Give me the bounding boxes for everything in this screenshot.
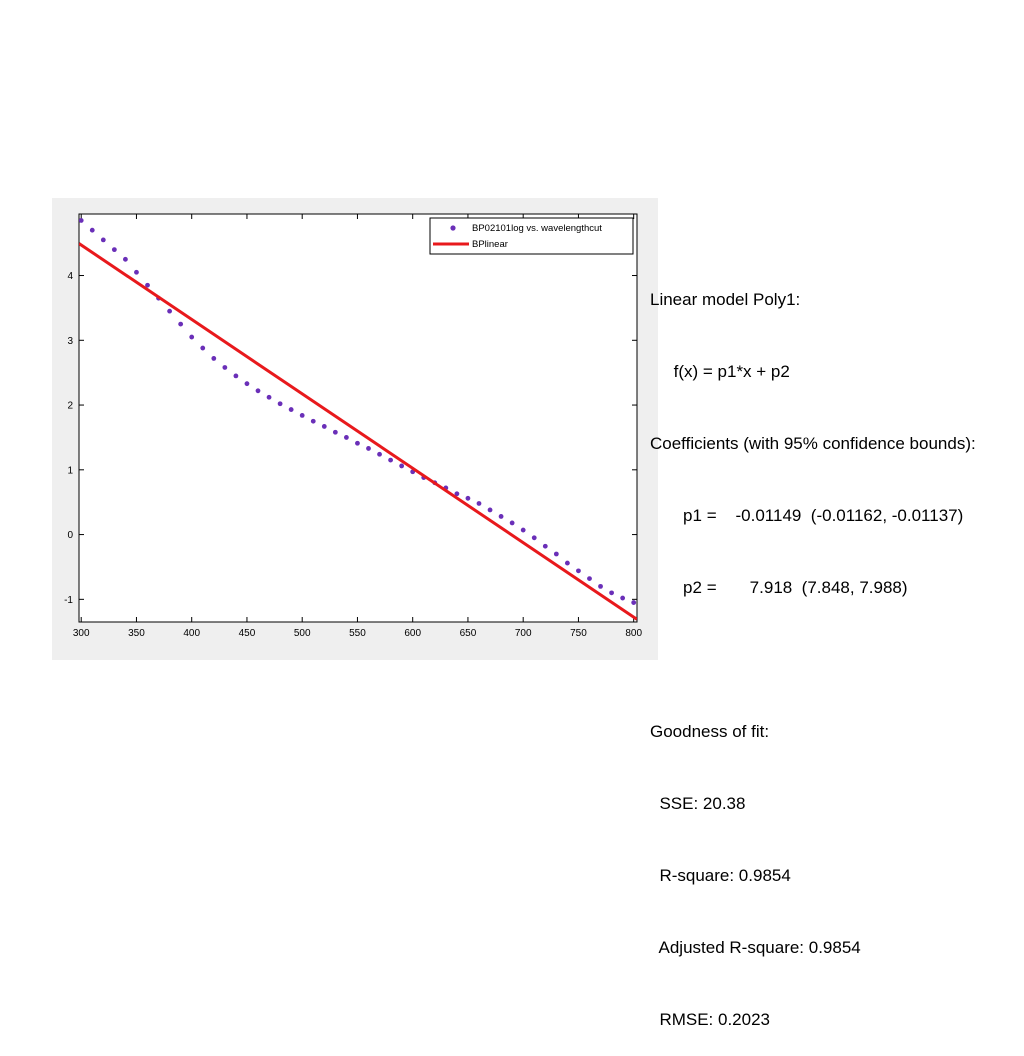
data-point <box>564 560 570 566</box>
data-point <box>465 495 471 501</box>
data-point <box>178 321 184 327</box>
data-point <box>531 535 537 541</box>
data-point <box>299 413 305 418</box>
data-point <box>100 237 106 243</box>
x-tick-label: 550 <box>349 628 366 639</box>
legend-marker-scatter <box>450 225 456 231</box>
fit-line: Goodness of fit: <box>650 722 770 741</box>
y-tick-label: 0 <box>67 530 73 541</box>
data-point <box>233 373 239 379</box>
data-point <box>631 600 637 605</box>
data-point <box>189 334 195 340</box>
data-point <box>476 501 482 506</box>
data-point <box>520 527 526 533</box>
data-point <box>487 507 493 513</box>
x-tick-label: 450 <box>239 628 256 639</box>
x-tick-label: 650 <box>460 628 477 639</box>
data-point <box>266 394 272 400</box>
data-point <box>200 345 206 351</box>
y-tick-label: -1 <box>64 595 73 606</box>
data-point <box>377 451 382 457</box>
x-tick-label: 300 <box>73 628 90 639</box>
data-point <box>310 418 316 424</box>
y-tick-label: 2 <box>67 401 73 412</box>
fit-line: Adjusted R-square: 0.9854 <box>650 938 861 957</box>
data-point <box>598 583 603 589</box>
data-point <box>321 424 327 429</box>
data-point <box>222 365 228 370</box>
fit-line <box>650 648 976 672</box>
data-point <box>388 457 393 463</box>
fit-line: R-square: 0.9854 <box>650 866 791 885</box>
data-point <box>553 551 559 557</box>
data-point <box>277 401 283 407</box>
data-point <box>211 356 217 361</box>
chart-svg: 300 350 400 450 500 550 600 650 700 750 800 -1 0 1 2 3 4… <box>64 213 642 639</box>
fit-line: Linear model Poly1: <box>650 290 801 309</box>
y-tick-label: 1 <box>67 465 73 476</box>
data-point <box>366 446 371 451</box>
x-tick-label: 600 <box>404 628 421 639</box>
fit-results-text: Linear model Poly1: f(x) = p1*x + p2 Coe… <box>650 240 976 1056</box>
x-tick-label: 800 <box>625 628 642 639</box>
data-point <box>576 568 581 574</box>
fit-line: f(x) = p1*x + p2 <box>650 362 790 381</box>
data-point <box>145 282 150 288</box>
x-tick-label: 400 <box>183 628 200 639</box>
legend-box <box>429 217 634 255</box>
data-point <box>498 514 504 519</box>
data-point <box>288 407 294 412</box>
data-point <box>355 440 360 446</box>
data-point <box>454 491 460 497</box>
fit-line: p2 = 7.918 (7.848, 7.988) <box>650 578 908 597</box>
data-point <box>89 227 95 233</box>
data-point <box>399 463 405 469</box>
fit-line: RMSE: 0.2023 <box>650 1010 771 1029</box>
plot-area <box>78 213 638 623</box>
data-point <box>343 435 349 440</box>
data-point <box>509 520 515 526</box>
legend-label-fit: BPlinear <box>472 239 508 250</box>
data-point <box>587 576 592 582</box>
data-point <box>542 543 548 549</box>
data-point <box>244 381 250 387</box>
fit-line: Coefficients (with 95% confidence bounds… <box>650 434 976 453</box>
y-tick-label: 4 <box>67 271 73 282</box>
fit-line: p1 = -0.01149 (-0.01162, -0.01137) <box>650 506 964 525</box>
y-tick-label: 3 <box>67 336 73 347</box>
data-point <box>167 308 173 314</box>
fit-line <box>79 242 637 621</box>
data-point <box>111 247 117 253</box>
data-point <box>332 429 338 435</box>
x-tick-label: 700 <box>515 628 532 639</box>
data-point <box>255 388 261 394</box>
fit-line: SSE: 20.38 <box>650 794 746 813</box>
x-tick-label: 350 <box>128 628 145 639</box>
x-tick-label: 750 <box>570 628 587 639</box>
figure-window: 300 350 400 450 500 550 600 650 700 750 800 -1 0 1 2 3 4… <box>52 198 658 660</box>
data-point <box>620 595 626 601</box>
data-point <box>79 218 84 223</box>
data-point <box>134 269 139 275</box>
data-point <box>609 590 614 596</box>
x-tick-label: 500 <box>294 628 311 639</box>
legend-label-scatter: BP02101log vs. wavelengthcut <box>472 223 602 234</box>
data-point <box>123 256 128 262</box>
